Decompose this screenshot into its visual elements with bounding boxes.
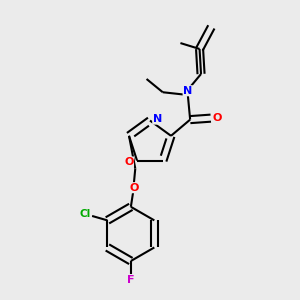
- Text: N: N: [153, 114, 162, 124]
- Text: F: F: [127, 275, 135, 285]
- Text: O: O: [129, 183, 139, 193]
- Text: N: N: [183, 86, 192, 96]
- Text: O: O: [124, 157, 134, 167]
- Text: Cl: Cl: [80, 209, 91, 220]
- Text: O: O: [212, 113, 222, 123]
